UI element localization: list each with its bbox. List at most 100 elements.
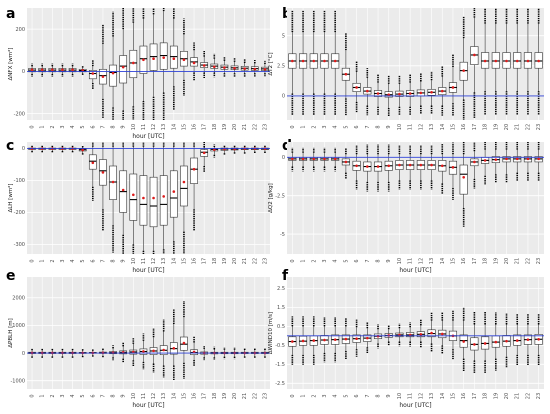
x-tick-label: 5: [343, 125, 349, 128]
box-hour-23: [534, 8, 543, 115]
box-hour-19: [220, 56, 229, 78]
mean-point: [462, 69, 465, 72]
box-hour-14: [438, 312, 447, 354]
panel-d: d-5-2.5001234567891011121314151617181920…: [268, 138, 544, 274]
box-iqr: [190, 157, 198, 184]
plot-background: [27, 277, 270, 389]
x-tick-label: 15: [181, 258, 187, 264]
x-tick-label: 11: [141, 258, 147, 264]
mean-point: [192, 350, 196, 354]
x-tick-label: 5: [80, 125, 86, 128]
y-tick-label: 0: [22, 351, 25, 357]
mean-point: [182, 341, 186, 345]
x-tick-label: 9: [386, 259, 392, 262]
mean-point: [483, 159, 487, 162]
mean-point: [462, 175, 465, 179]
x-tick-label: 14: [440, 258, 446, 264]
x-tick-label: 5: [80, 259, 86, 262]
box-hour-19: [491, 8, 500, 115]
box-hour-20: [502, 142, 511, 183]
x-tick-label: 2: [311, 394, 317, 397]
box-hour-12: [416, 73, 425, 114]
x-tick-label: 19: [222, 124, 228, 130]
mean-point: [301, 339, 305, 343]
box-hour-11: [139, 333, 148, 370]
box-hour-6: [352, 319, 361, 357]
box-hour-11: [406, 145, 415, 190]
y-axis-label: ΔWIND10 [m/s]: [268, 312, 274, 354]
mean-point: [494, 158, 498, 161]
box-hour-22: [523, 313, 532, 366]
box-hour-3: [320, 317, 329, 363]
box-hour-15: [448, 54, 458, 116]
box-hour-15: [448, 142, 458, 200]
mean-point: [408, 163, 412, 167]
x-tick-label: 4: [333, 394, 339, 397]
panel-f: f-2.5-1.5-0.50.51.52.50 1 2 3 4 5 6 7 8 9 10 11 12 13…: [268, 268, 544, 409]
mean-point: [81, 148, 84, 152]
y-tick-label: 2000: [12, 296, 25, 302]
mean-point: [333, 157, 337, 161]
x-tick-label: 1: [40, 259, 46, 262]
mean-point: [213, 148, 216, 151]
mean-point: [253, 67, 257, 71]
mean-point: [192, 61, 196, 65]
mean-point: [291, 59, 294, 63]
plot-background: [287, 277, 544, 389]
x-tick-label: 18: [483, 124, 489, 130]
x-tick-label: 22: [525, 258, 531, 264]
box-hour-21: [240, 59, 249, 77]
box-hour-10: [395, 75, 404, 115]
box-hour-3: [320, 147, 329, 172]
x-tick-label: 20: [232, 124, 238, 130]
box-hour-8: [109, 142, 117, 253]
x-tick-label: 12: [418, 393, 424, 399]
x-tick-label: 4: [70, 259, 76, 262]
box-hour-12: [149, 328, 158, 373]
x-tick-label: 22: [525, 393, 531, 399]
x-axis-label: hour [UTC]: [399, 267, 431, 274]
box-hour-9: [119, 342, 128, 363]
x-tick-label: 2: [50, 394, 56, 397]
mean-point: [451, 86, 455, 89]
x-tick-label: 11: [141, 393, 147, 399]
x-tick-label: 13: [429, 258, 435, 264]
mean-point: [101, 171, 105, 174]
x-tick-label: 6: [90, 259, 96, 262]
x-tick-label: 2: [50, 259, 56, 262]
x-tick-label: 9: [386, 125, 392, 128]
x-tick-label: 15: [181, 393, 187, 399]
x-tick-label: 4: [70, 125, 76, 128]
box-iqr: [180, 165, 188, 207]
x-tick-label: 7: [100, 125, 106, 128]
y-tick-label: 0: [282, 94, 285, 100]
x-tick-label: 14: [440, 393, 446, 399]
x-tick-label: 7: [100, 259, 106, 262]
box-hour-13: [427, 145, 436, 190]
mean-point: [202, 151, 206, 155]
mean-point: [344, 72, 348, 76]
box-hour-7: [99, 24, 107, 119]
x-tick-label: 15: [450, 258, 456, 264]
x-tick-label: 6: [90, 125, 96, 128]
x-tick-label: 20: [504, 124, 510, 130]
x-tick-label: 16: [192, 258, 198, 264]
box-hour-22: [250, 59, 259, 77]
mean-point: [419, 163, 423, 167]
mean-point: [132, 350, 135, 354]
box-hour-20: [230, 57, 239, 78]
mean-point: [355, 86, 358, 89]
mean-point: [430, 163, 433, 167]
x-tick-label: 17: [472, 124, 478, 130]
mean-point: [366, 165, 369, 168]
box-hour-12: [416, 145, 425, 190]
panel-letter: c: [6, 138, 14, 154]
plot-background: [27, 142, 270, 254]
box-hour-13: [159, 8, 168, 120]
y-tick-label: 1000: [12, 323, 25, 329]
x-tick-label: 23: [536, 124, 542, 130]
x-tick-label: 22: [252, 393, 258, 399]
x-tick-label: 3: [60, 125, 66, 128]
box-iqr: [129, 173, 138, 221]
